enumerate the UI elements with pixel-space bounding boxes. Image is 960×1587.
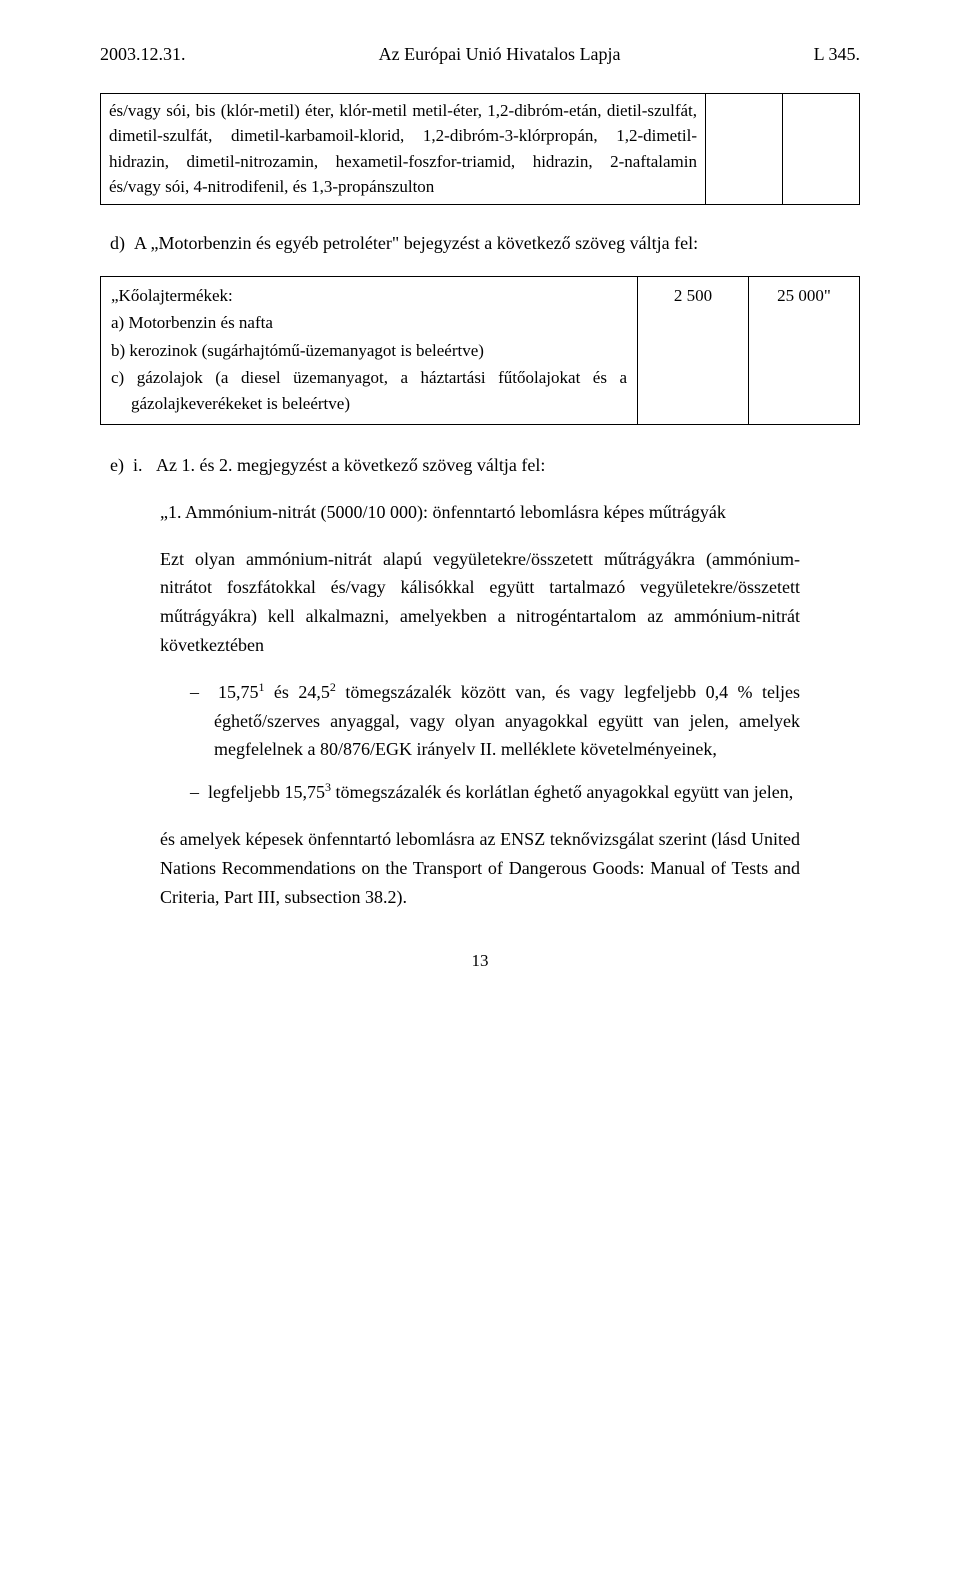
item-d-prefix: d) [110, 233, 125, 253]
dash1-part2: és 24,5 [264, 682, 329, 702]
page: 2003.12.31. Az Európai Unió Hivatalos La… [0, 0, 960, 1015]
table-row: és/vagy sói, bis (klór-metil) éter, klór… [101, 93, 860, 204]
dash1-part1: 15,75 [218, 682, 259, 702]
dash-item-2: – legfeljebb 15,753 tömegszázalék és kor… [190, 778, 800, 807]
page-header: 2003.12.31. Az Európai Unió Hivatalos La… [100, 40, 860, 69]
paragraph-ezt: Ezt olyan ammónium-nitrát alapú vegyület… [160, 545, 800, 660]
dash2-part2: tömegszázalék és korlátlan éghető anyago… [331, 782, 793, 802]
chemical-table: és/vagy sói, bis (klór-metil) éter, klór… [100, 93, 860, 205]
dash-item-1: – 15,751 és 24,52 tömegszázalék között v… [190, 678, 800, 764]
item-e-prefix: e) [110, 455, 124, 475]
petroleum-table: „Kőolajtermékek: a) Motorbenzin és nafta… [100, 276, 860, 426]
paragraph-amelyek: és amelyek képesek önfenntartó lebomlásr… [160, 825, 800, 911]
item-d-text: A „Motorbenzin és egyéb petrol­éter" bej… [134, 233, 698, 253]
chemical-col3 [783, 93, 860, 204]
petroleum-item-a: a) Motorbenzin és nafta [111, 310, 627, 336]
petroleum-val1: 2 500 [638, 276, 749, 425]
page-number: 13 [100, 947, 860, 974]
list-item-e: e) i. Az 1. és 2. megjegyzést a következ… [100, 451, 860, 480]
dash2-part1: legfeljebb 15,75 [208, 782, 325, 802]
list-item-d: d) A „Motorbenzin és egyéb petrol­éter" … [100, 229, 860, 258]
petroleum-title: „Kőolajtermékek: [111, 283, 627, 309]
chemical-col2 [706, 93, 783, 204]
header-ref: L 345. [814, 40, 860, 69]
item-e-sub-i: i. [133, 455, 143, 475]
item-e-text: Az 1. és 2. megjegyzést a következő szöv… [156, 455, 545, 475]
petroleum-item-c: c) gázolajok (a diesel üzemanyagot, a há… [111, 365, 627, 416]
table-row: „Kőolajtermékek: a) Motorbenzin és nafta… [101, 276, 860, 425]
header-date: 2003.12.31. [100, 40, 186, 69]
petroleum-cell: „Kőolajtermékek: a) Motorbenzin és nafta… [101, 276, 638, 425]
petroleum-val2: 25 000" [749, 276, 860, 425]
petroleum-item-b: b) kerozinok (sugárhajtómű-üzemanyagot i… [111, 338, 627, 364]
header-title: Az Európai Unió Hivatalos Lapja [379, 40, 621, 69]
chemical-cell: és/vagy sói, bis (klór-metil) éter, klór… [101, 93, 706, 204]
quote-1: „1. Ammónium-nitrát (5000/10 000): önfen… [160, 498, 860, 527]
